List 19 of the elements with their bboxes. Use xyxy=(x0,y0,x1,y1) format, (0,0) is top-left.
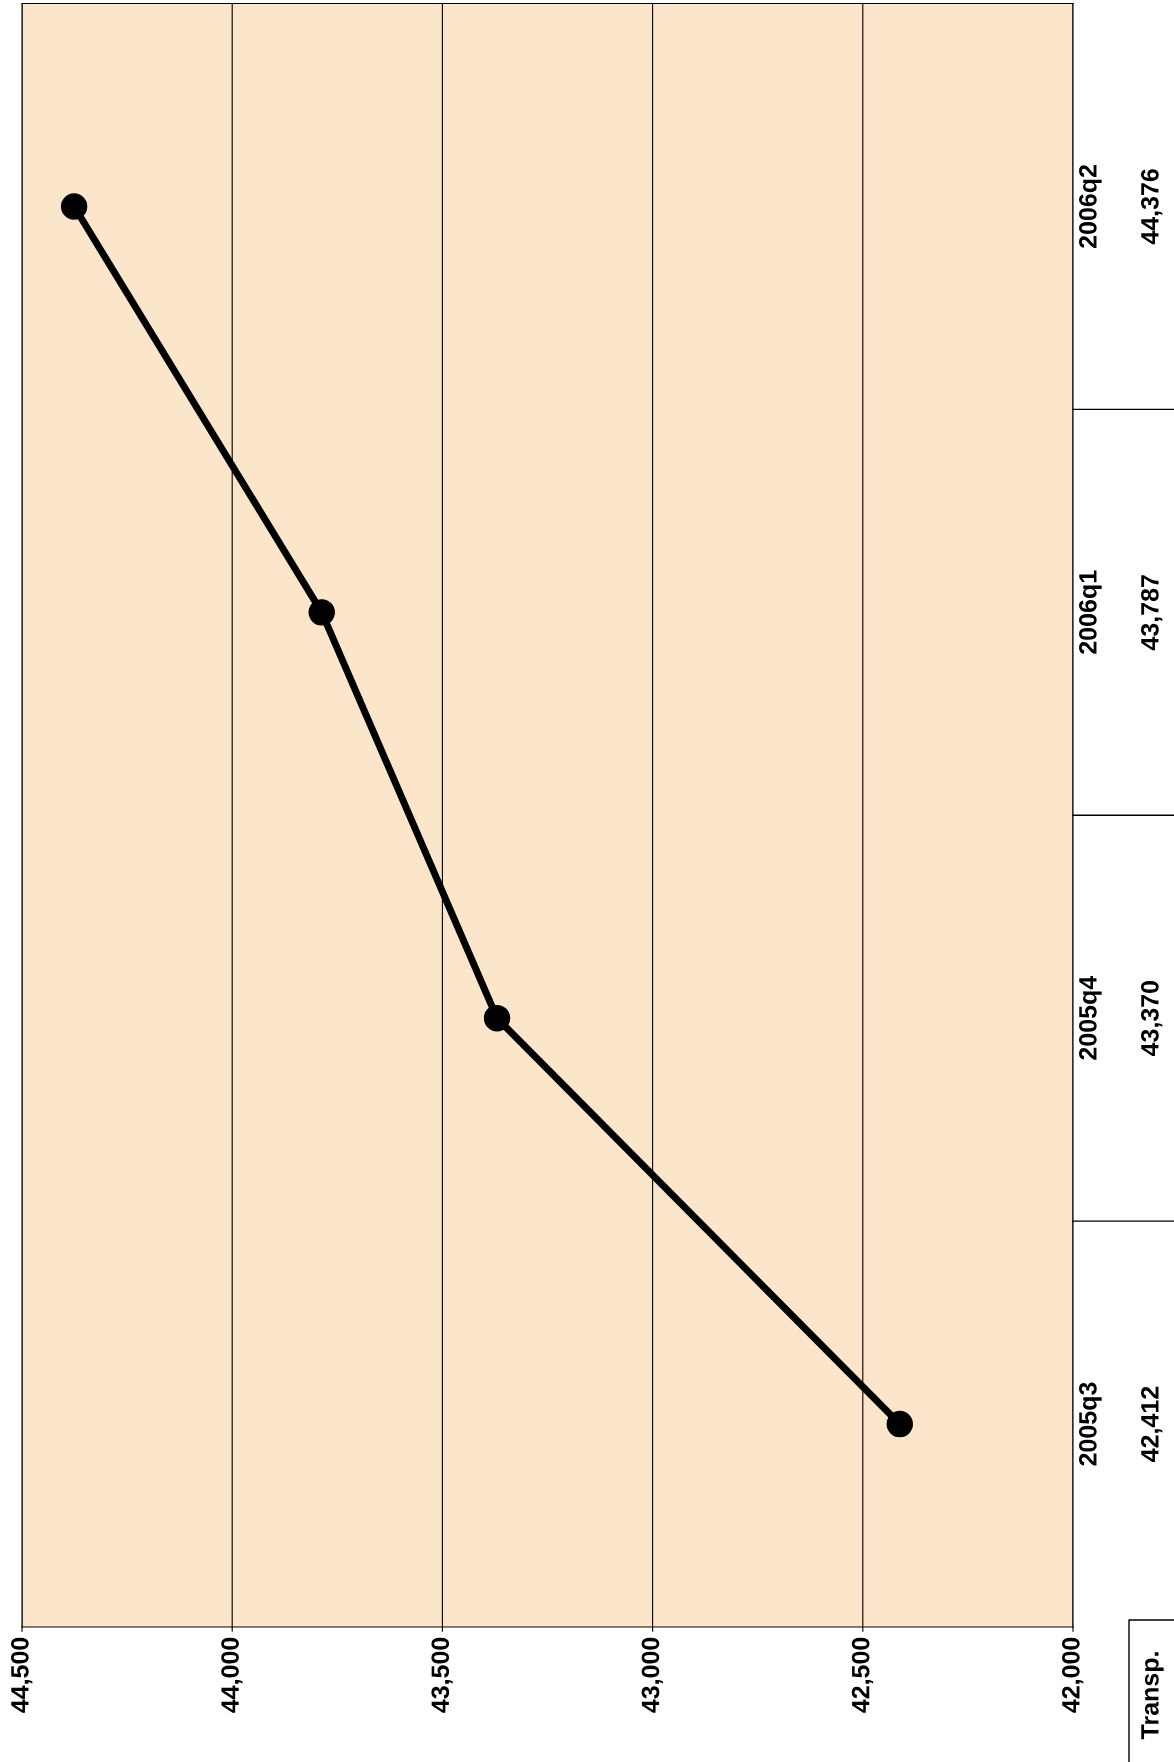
point xyxy=(483,1005,511,1032)
x-tick-label: 43,000 xyxy=(641,1637,663,1713)
point xyxy=(308,599,335,626)
point xyxy=(60,193,88,220)
x-tick-label: 42,500 xyxy=(851,1637,874,1713)
y-tick-label: 2005q3 xyxy=(1079,1382,1102,1466)
data-label: 43,787 xyxy=(1141,575,1163,651)
x-tick-label: 43,500 xyxy=(431,1637,453,1713)
y-tick-label: 2005q4 xyxy=(1079,975,1102,1060)
data-label: 42,412 xyxy=(1141,1386,1163,1462)
data-label: 44,376 xyxy=(1141,169,1163,245)
y-tick-label: 2006q2 xyxy=(1079,165,1102,248)
point xyxy=(886,1410,913,1438)
y-tick-label: 2006q1 xyxy=(1079,570,1102,654)
text: Transp. xyxy=(1141,1652,1164,1740)
x-tick-label: 44,500 xyxy=(11,1637,33,1713)
data-label: 43,370 xyxy=(1141,980,1163,1057)
x-tick-label: 44,000 xyxy=(221,1637,243,1713)
x-tick-label: 42,000 xyxy=(1062,1637,1084,1713)
